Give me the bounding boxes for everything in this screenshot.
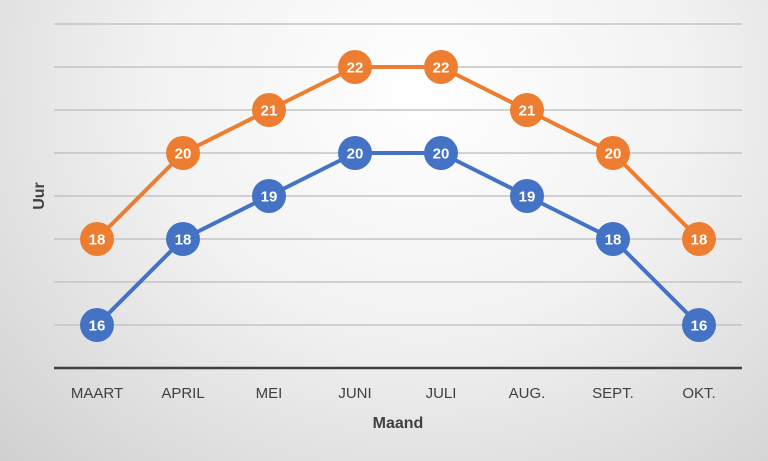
data-label: 16 bbox=[691, 318, 708, 335]
x-axis-label: Maand bbox=[373, 415, 424, 432]
data-label: 22 bbox=[433, 60, 450, 77]
data-point bbox=[682, 222, 716, 256]
data-label: 18 bbox=[89, 232, 106, 249]
data-point bbox=[80, 222, 114, 256]
gridlines bbox=[54, 23, 742, 326]
x-tick-label: MAART bbox=[71, 385, 123, 402]
series-2: 16 18 19 20 20 19 18 16 bbox=[80, 136, 716, 342]
data-point bbox=[510, 179, 544, 213]
data-point bbox=[80, 308, 114, 342]
data-point bbox=[166, 136, 200, 170]
x-tick-label: JUNI bbox=[338, 385, 371, 402]
data-point bbox=[596, 136, 630, 170]
data-label: 19 bbox=[519, 189, 536, 206]
x-tick-label: APRIL bbox=[161, 385, 204, 402]
series-group: 18 20 21 22 22 21 20 18 16 18 19 20 20 19 18 16 bbox=[80, 50, 716, 342]
data-point bbox=[424, 136, 458, 170]
x-tick-label: MEI bbox=[256, 385, 283, 402]
x-tick-label: AUG. bbox=[509, 385, 546, 402]
data-label: 21 bbox=[261, 103, 278, 120]
data-point bbox=[424, 50, 458, 84]
data-point bbox=[682, 308, 716, 342]
data-label: 20 bbox=[433, 146, 450, 163]
data-label: 18 bbox=[175, 232, 192, 249]
x-tick-label: SEPT. bbox=[592, 385, 634, 402]
data-point bbox=[166, 222, 200, 256]
data-point bbox=[596, 222, 630, 256]
x-tick-label: OKT. bbox=[682, 385, 715, 402]
data-label: 20 bbox=[175, 146, 192, 163]
x-tick-label: JULI bbox=[426, 385, 457, 402]
data-label: 18 bbox=[691, 232, 708, 249]
data-point bbox=[510, 93, 544, 127]
y-axis-label: Uur bbox=[31, 182, 48, 210]
data-label: 18 bbox=[605, 232, 622, 249]
data-point bbox=[338, 136, 372, 170]
data-label: 20 bbox=[605, 146, 622, 163]
data-point bbox=[252, 93, 286, 127]
data-label: 19 bbox=[261, 189, 278, 206]
series-1: 18 20 21 22 22 21 20 18 bbox=[80, 50, 716, 256]
x-tick-labels: MAART APRIL MEI JUNI JULI AUG. SEPT. OKT. bbox=[71, 385, 716, 402]
data-point bbox=[252, 179, 286, 213]
data-label: 20 bbox=[347, 146, 364, 163]
data-label: 22 bbox=[347, 60, 364, 77]
data-label: 21 bbox=[519, 103, 536, 120]
data-point bbox=[338, 50, 372, 84]
data-label: 16 bbox=[89, 318, 106, 335]
